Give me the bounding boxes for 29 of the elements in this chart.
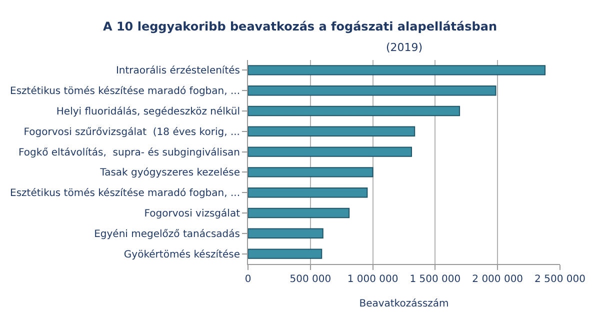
bar bbox=[248, 228, 324, 238]
y-tick-label: Fogorvosi vizsgálat bbox=[144, 208, 240, 220]
bar bbox=[248, 188, 368, 198]
y-tick-label: Egyéni megelőző tanácsadás bbox=[94, 228, 240, 240]
y-tick-label: Intraorális érzéstelenítés bbox=[116, 66, 240, 77]
bar bbox=[248, 248, 322, 259]
y-tick-label: Gyökértömés készítése bbox=[124, 249, 240, 260]
chart-title: A 10 leggyakoribb beavatkozás a fogászati alapellátásban bbox=[102, 20, 498, 34]
y-tick-label: Esztétikus tömés készítése maradó fogban, ... bbox=[10, 86, 240, 98]
bar bbox=[248, 65, 546, 76]
bar bbox=[248, 208, 350, 218]
y-tick-label: Fogkő eltávolítás, supra- és subgingiválisan bbox=[18, 147, 240, 158]
bar bbox=[248, 106, 460, 116]
x-tick-label: 500 000 bbox=[290, 274, 332, 285]
y-tick-label: Esztétikus tömés készítése maradó fogban, ... bbox=[10, 188, 240, 200]
y-tick-label: Fogorvosi szűrővizsgálat (18 éves korig, ... bbox=[24, 126, 240, 138]
bar bbox=[248, 86, 496, 96]
x-axis-title: Beavatkozásszám bbox=[359, 298, 449, 310]
y-tick-label: Tasak gyógyszeres kezelése bbox=[99, 168, 240, 179]
bar bbox=[248, 167, 374, 178]
x-tick-label: 1 000 000 bbox=[347, 274, 398, 285]
x-tick-label: 1 500 000 bbox=[410, 274, 461, 285]
chart-subtitle: (2019) bbox=[386, 41, 423, 54]
x-tick-label: 0 bbox=[244, 274, 252, 285]
bar bbox=[248, 126, 416, 136]
y-tick-label: Helyi fluoridálás, segédeszköz nélkül bbox=[56, 106, 240, 118]
x-tick-label: 2 000 000 bbox=[472, 274, 524, 285]
bar bbox=[248, 146, 412, 157]
x-tick-label: 2 500 000 bbox=[534, 274, 586, 285]
